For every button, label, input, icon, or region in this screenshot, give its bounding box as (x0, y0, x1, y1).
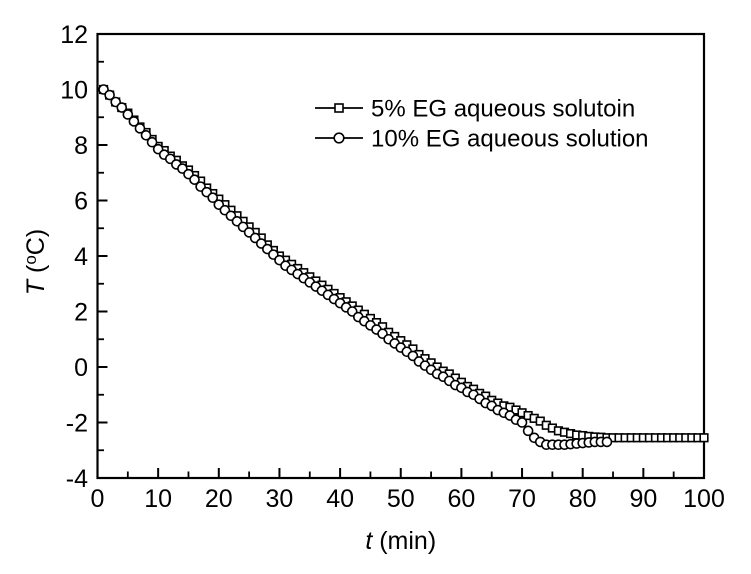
x-tick-label: 30 (266, 485, 294, 513)
x-tick-label: 60 (447, 485, 475, 513)
circle-marker (207, 192, 219, 204)
y-tick-label: 0 (74, 354, 88, 382)
circle-marker (146, 136, 158, 148)
x-tick-label: 100 (683, 485, 725, 513)
circle-marker (116, 102, 128, 113)
plot-border (96, 32, 706, 480)
x-tick-label: 10 (144, 485, 172, 513)
circle-marker (522, 425, 534, 437)
x-axis-title: t (min) (365, 527, 436, 555)
square-marker (699, 433, 709, 443)
circle-marker (601, 436, 613, 448)
circle-marker (140, 129, 152, 141)
legend: 5% EG aqueous solutoin 10% EG aqueous sol… (315, 95, 649, 152)
x-tick-label: 90 (629, 485, 657, 513)
y-axis: -4 -2 0 2 4 6 8 10 12 (60, 21, 108, 493)
x-tick-label: 80 (569, 485, 597, 513)
y-tick-label: 8 (74, 132, 88, 160)
legend-circle-marker-icon (333, 132, 345, 144)
legend-label: 5% EG aqueous solutoin (371, 95, 635, 122)
circle-marker (104, 89, 115, 101)
x-tick-label: 20 (205, 485, 233, 513)
series-10pct-eg (98, 84, 613, 451)
y-tick-label: 6 (74, 187, 88, 215)
axis-titles: t (min) T (oC) (21, 229, 436, 555)
y-tick-label: 10 (60, 76, 88, 104)
y-tick-label: 4 (74, 243, 88, 271)
y-tick-label: -4 (66, 465, 88, 493)
legend-square-marker-icon (334, 103, 344, 113)
x-axis: 0 10 20 30 40 50 60 70 80 90 100 (91, 468, 725, 513)
y-tick-label: 12 (60, 21, 88, 49)
y-tick-label: 2 (74, 298, 88, 326)
y-tick-label: -2 (66, 409, 88, 437)
circle-marker (128, 116, 140, 127)
plot-box (96, 32, 706, 480)
legend-label: 10% EG aqueous solution (371, 125, 649, 152)
x-tick-label: 70 (508, 485, 536, 513)
x-tick-label: 50 (387, 485, 415, 513)
circle-marker (134, 123, 146, 134)
circle-marker (516, 417, 528, 428)
circle-marker (122, 109, 134, 120)
circle-marker (189, 174, 200, 185)
y-axis-title: T (oC) (21, 229, 50, 295)
x-tick-label: 0 (91, 485, 105, 513)
x-tick-label: 40 (326, 485, 354, 513)
